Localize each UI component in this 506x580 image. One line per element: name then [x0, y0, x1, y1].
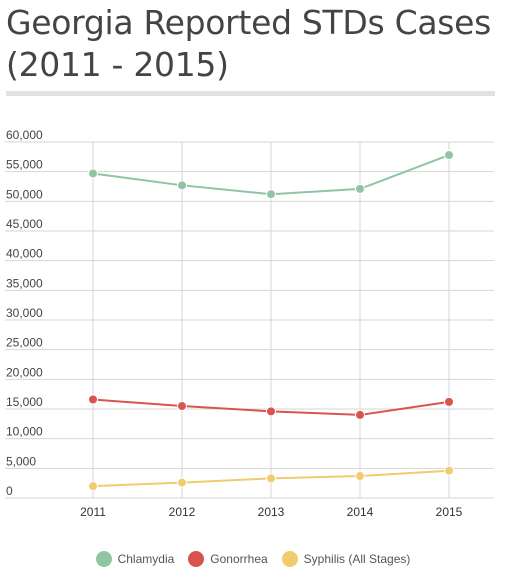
line-chart: 0 5,000 10,000 15,000 20,000 25,000 30,000 35,0…: [5, 128, 494, 519]
y-tick-label: 15,000: [6, 395, 43, 409]
data-point: [355, 409, 365, 420]
data-point: [88, 168, 98, 179]
y-tick-label: 20,000: [6, 365, 43, 379]
y-tick-label: 10,000: [6, 425, 43, 439]
x-tick-label: 2012: [169, 505, 196, 519]
data-point: [266, 473, 276, 484]
data-point: [266, 189, 276, 200]
data-point: [177, 401, 187, 412]
legend-label: Gonorrhea: [210, 552, 268, 566]
title-divider: [6, 91, 495, 96]
x-tick-label: 2014: [347, 505, 374, 519]
data-point: [444, 150, 454, 161]
data-point: [88, 394, 98, 405]
data-point: [266, 406, 276, 417]
legend-item: Syphilis (All Stages): [281, 551, 411, 567]
legend-item: Gonorrhea: [188, 551, 268, 567]
data-point: [444, 396, 454, 407]
legend-swatch: [95, 551, 112, 567]
data-point: [444, 465, 454, 476]
x-tick-label: 2013: [258, 505, 285, 519]
y-tick-label: 0: [6, 484, 13, 498]
y-tick-label: 50,000: [6, 187, 43, 201]
data-point: [355, 471, 365, 482]
y-tick-label: 5,000: [6, 454, 36, 468]
data-point: [177, 180, 187, 191]
chart-title: Georgia Reported STDs Cases (2011 - 2015…: [6, 3, 492, 84]
y-tick-label: 45,000: [6, 217, 43, 231]
y-tick-label: 35,000: [6, 276, 43, 290]
data-point: [88, 481, 98, 492]
legend-swatch: [281, 551, 298, 567]
x-tick-label: 2011: [80, 505, 106, 519]
y-tick-label: 60,000: [6, 128, 43, 142]
y-tick-label: 40,000: [6, 247, 43, 261]
legend-label: Chlamydia: [117, 552, 175, 566]
chart-legend: Chlamydia Gonorrhea Syphilis (All Stages): [0, 551, 506, 567]
legend-swatch: [188, 551, 205, 567]
legend-label: Syphilis (All Stages): [303, 552, 411, 566]
y-tick-label: 25,000: [6, 336, 43, 350]
x-tick-label: 2015: [436, 505, 463, 519]
data-point: [177, 477, 187, 488]
legend-item: Chlamydia: [95, 551, 175, 567]
data-point: [355, 183, 365, 194]
y-tick-label: 30,000: [6, 306, 43, 320]
y-tick-label: 55,000: [6, 158, 43, 172]
